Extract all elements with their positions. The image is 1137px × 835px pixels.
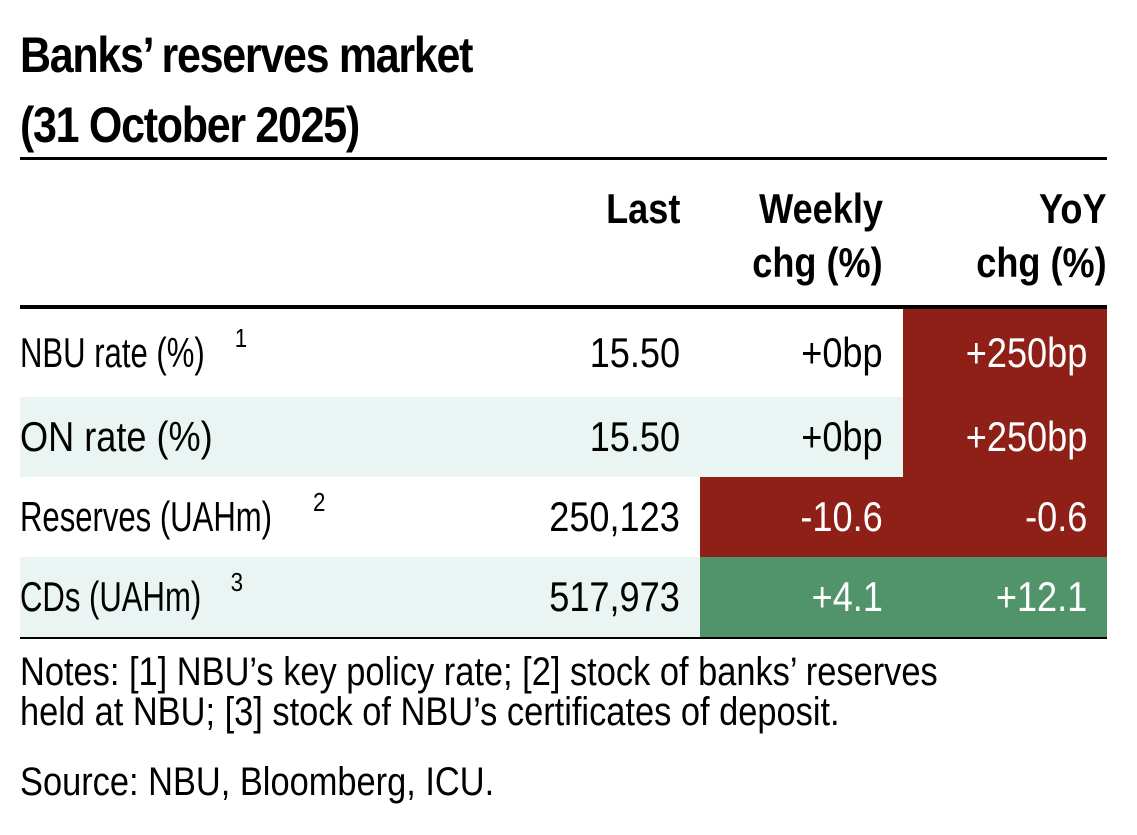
yoy-change: +12.1 — [903, 557, 1107, 637]
header-last: Last — [605, 185, 680, 232]
weekly-change: +0bp — [801, 329, 883, 376]
table-row: ON rate (%) 15.50 +0bp +250bp — [20, 397, 1107, 477]
last-value: 517,973 — [500, 557, 700, 637]
table-row: Reserves (UAHm) 2 250,123 -10.6 -0.6 — [20, 477, 1107, 557]
source-note: Source: NBU, Bloomberg, ICU. — [20, 760, 495, 804]
table-row: CDs (UAHm) 3 517,973 +4.1 +12.1 — [20, 557, 1107, 637]
weekly-change: -10.6 — [700, 477, 903, 557]
title-line-1: Banks’ reserves market — [20, 27, 473, 83]
top-rule — [20, 157, 1107, 160]
row-label: CDs (UAHm) 3 — [20, 557, 500, 637]
yoy-change: +250bp — [903, 397, 1107, 477]
last-value: 15.50 — [589, 329, 680, 376]
weekly-change: +0bp — [700, 397, 903, 477]
notes-line-1: Notes: [1] NBU’s key policy rate; [2] st… — [20, 650, 938, 694]
table-row: NBU rate (%) 1 15.50 +0bp +250bp — [20, 309, 1107, 397]
row-label: Reserves (UAHm) 2 — [20, 487, 326, 540]
last-value: 15.50 — [500, 397, 700, 477]
table-title: Banks’ reserves market (31 October 2025) — [20, 20, 473, 160]
row-label: NBU rate (%) 1 — [20, 323, 248, 376]
yoy-change: +250bp — [903, 309, 1107, 397]
yoy-change: -0.6 — [903, 477, 1107, 557]
header-row: Last Weekly chg (%) YoY chg (%) — [20, 170, 1107, 306]
notes: Notes: [1] NBU’s key policy rate; [2] st… — [20, 652, 938, 732]
reserves-table: Last Weekly chg (%) YoY chg (%) — [20, 170, 1107, 306]
title-line-2: (31 October 2025) — [20, 97, 360, 153]
bottom-rule — [20, 635, 1107, 639]
header-weekly: Weekly chg (%) — [752, 185, 883, 286]
header-yoy: YoY chg (%) — [976, 185, 1107, 286]
weekly-change: +4.1 — [700, 557, 903, 637]
reserves-table-body: NBU rate (%) 1 15.50 +0bp +250bp ON rate … — [20, 309, 1107, 637]
row-label: ON rate (%) — [20, 397, 500, 477]
header-rule — [20, 305, 1107, 309]
last-value: 250,123 — [549, 493, 680, 540]
notes-line-2: held at NBU; [3] stock of NBU’s certific… — [20, 690, 840, 734]
